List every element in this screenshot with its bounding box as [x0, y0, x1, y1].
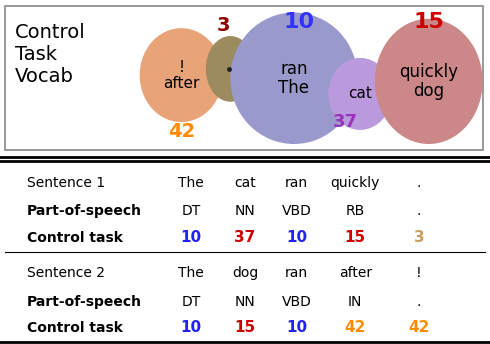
Text: 42: 42 [344, 320, 366, 335]
Text: The: The [178, 175, 204, 190]
Text: ran
The: ran The [278, 60, 310, 97]
Text: 15: 15 [413, 12, 444, 32]
Text: !
after: ! after [163, 60, 199, 91]
Text: Sentence 2: Sentence 2 [27, 266, 105, 280]
Text: quickly
dog: quickly dog [399, 63, 458, 100]
Text: 10: 10 [286, 320, 307, 335]
Text: The: The [178, 266, 204, 280]
Text: 3: 3 [216, 15, 230, 34]
Text: cat: cat [234, 175, 256, 190]
Text: ran: ran [285, 175, 308, 190]
Text: 3: 3 [414, 230, 424, 245]
Text: 42: 42 [168, 122, 195, 141]
Text: NN: NN [235, 294, 255, 309]
Ellipse shape [140, 28, 223, 122]
Text: IN: IN [348, 294, 363, 309]
Ellipse shape [206, 36, 255, 102]
Text: cat: cat [348, 86, 372, 101]
Text: 37: 37 [333, 113, 358, 131]
Text: .: . [417, 175, 421, 190]
Text: Control task: Control task [27, 230, 123, 245]
Text: DT: DT [181, 294, 201, 309]
Text: dog: dog [232, 266, 258, 280]
Text: 15: 15 [344, 230, 366, 245]
Text: DT: DT [181, 204, 201, 218]
Text: Sentence 1: Sentence 1 [27, 175, 105, 190]
Text: 10: 10 [180, 230, 202, 245]
Text: Part-of-speech: Part-of-speech [27, 204, 142, 218]
Ellipse shape [375, 19, 483, 144]
Text: .: . [417, 204, 421, 218]
Text: 10: 10 [180, 320, 202, 335]
Ellipse shape [328, 58, 392, 130]
Text: 37: 37 [234, 230, 256, 245]
Text: NN: NN [235, 204, 255, 218]
Text: VBD: VBD [282, 294, 311, 309]
Text: Control
Task
Vocab: Control Task Vocab [15, 23, 85, 86]
Text: 10: 10 [283, 12, 315, 32]
Text: 10: 10 [286, 230, 307, 245]
Text: !: ! [416, 266, 422, 280]
FancyBboxPatch shape [5, 6, 483, 150]
Text: Control task: Control task [27, 321, 123, 335]
Text: ran: ran [285, 266, 308, 280]
Ellipse shape [230, 12, 358, 144]
Text: Part-of-speech: Part-of-speech [27, 294, 142, 309]
Text: 15: 15 [234, 320, 256, 335]
Text: .: . [417, 294, 421, 309]
Text: RB: RB [345, 204, 365, 218]
Text: quickly: quickly [331, 175, 380, 190]
Text: 42: 42 [408, 320, 430, 335]
Text: after: after [339, 266, 372, 280]
Text: VBD: VBD [282, 204, 311, 218]
